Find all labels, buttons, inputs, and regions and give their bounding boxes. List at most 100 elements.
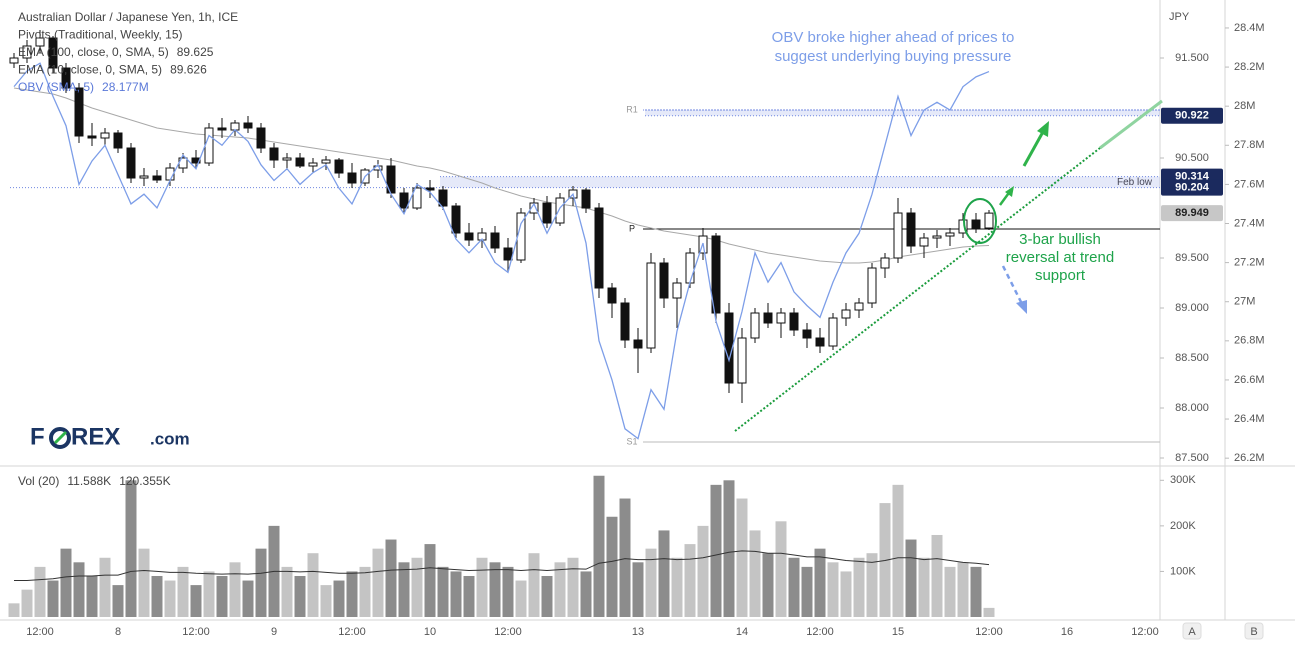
logo-text: F: [30, 423, 45, 450]
highlight-circle: [963, 198, 997, 244]
y-tick-label: 89.000: [1175, 302, 1209, 314]
volume-bar: [372, 548, 384, 617]
volume-bar: [346, 571, 358, 617]
candle-body: [243, 122, 253, 129]
volume-bar: [723, 480, 735, 617]
y-tick-label: 88.500: [1175, 352, 1209, 364]
price-tag: [1161, 205, 1223, 222]
volume-bar: [632, 562, 644, 617]
volume-bar: [21, 589, 33, 617]
volume-bar: [684, 544, 696, 617]
y-tick-label: 89.500: [1175, 252, 1209, 264]
volume-bar: [697, 525, 709, 617]
x-tick-label: 14: [736, 626, 748, 638]
volume-bar: [814, 548, 826, 617]
candle-body: [542, 202, 552, 224]
volume-bar: [463, 575, 475, 617]
axis-button-label[interactable]: A: [1188, 626, 1196, 638]
volume-bar: [138, 548, 150, 617]
volume-bar: [775, 521, 787, 617]
candle-body: [464, 232, 474, 241]
volume-bar: [762, 553, 774, 617]
candle-body: [620, 302, 630, 341]
volume-bar: [957, 562, 969, 617]
legend-item: Pivots (Traditional, Weekly, 15): [18, 28, 183, 42]
volume-bar: [437, 566, 449, 617]
arrow-head: [1016, 300, 1027, 314]
volume-bar: [476, 557, 488, 617]
volume-bar: [216, 575, 228, 617]
y2-tick-label: 28.2M: [1234, 61, 1265, 73]
candle-body: [139, 175, 149, 179]
volume-bar: [294, 575, 306, 617]
volume-bar: [333, 580, 345, 617]
candle-body: [425, 187, 435, 191]
axis-button[interactable]: [1182, 622, 1202, 640]
legend-value: 89.625: [177, 45, 214, 59]
candle-body: [711, 235, 721, 314]
logo-icon: [49, 427, 71, 449]
candle-body: [802, 329, 812, 339]
volume-bar: [151, 575, 163, 617]
x-tick-label: 12:00: [975, 626, 1003, 638]
annotation: 3-bar bullish: [1019, 231, 1101, 248]
candle-body: [776, 312, 786, 324]
volume-bar: [177, 566, 189, 617]
volume-bar: [866, 553, 878, 617]
x-tick-label: 16: [1061, 626, 1073, 638]
price-tag-label: 90.922: [1175, 110, 1209, 122]
volume-bar: [749, 530, 761, 617]
price-tag-label: 89.949: [1175, 207, 1209, 219]
arrow: [1001, 265, 1024, 305]
arrow-head: [1005, 186, 1014, 197]
candle-body: [295, 157, 305, 167]
volume-bar: [567, 557, 579, 617]
candle-body: [880, 257, 890, 269]
candle-body: [217, 127, 227, 131]
candle-body: [490, 232, 500, 249]
candle-body: [737, 337, 747, 384]
candle-body: [841, 309, 851, 319]
volume-bar: [125, 480, 137, 617]
candle-body: [321, 159, 331, 164]
volume-bar: [788, 557, 800, 617]
moving-average: [13, 87, 990, 264]
y2-tick-label: 27.2M: [1234, 257, 1265, 269]
axis-button[interactable]: [1244, 622, 1264, 640]
candle-body: [308, 162, 318, 167]
volume-bar: [242, 580, 254, 617]
x-tick-label: 12:00: [182, 626, 210, 638]
candle-body: [893, 212, 903, 259]
candle-body: [412, 187, 422, 209]
axis-button-label[interactable]: B: [1250, 626, 1257, 638]
candle-body: [100, 132, 110, 139]
candle-body: [61, 67, 71, 89]
volume-bar: [99, 557, 111, 617]
candle-body: [672, 282, 682, 299]
volume-bar: [983, 607, 995, 617]
volume-bar: [190, 585, 202, 617]
y2-tick-label: 26.4M: [1234, 413, 1265, 425]
candle-body: [646, 262, 656, 349]
volume-bar: [736, 498, 748, 617]
candle-body: [87, 135, 97, 139]
candle-body: [633, 339, 643, 349]
x-tick-label: 12:00: [338, 626, 366, 638]
candle-body: [48, 37, 58, 69]
y2-tick-label: 28M: [1234, 100, 1255, 112]
underlays: Feb low R1 P S1: [10, 104, 1160, 446]
candle-body: [204, 127, 214, 164]
y2-tick-label: 28.4M: [1234, 22, 1265, 34]
volume-bar: [502, 566, 514, 617]
volume-tick-label: 100K: [1170, 565, 1196, 577]
volume-legend-value: 120.355K: [119, 474, 170, 488]
volume-bar: [593, 475, 605, 617]
candle-body: [750, 312, 760, 339]
annotation: suggest underlying buying pressure: [775, 48, 1012, 65]
y-tick-label: 87.500: [1175, 452, 1209, 464]
volume-bar: [86, 575, 98, 617]
volume-bar: [606, 516, 618, 617]
x-tick-label: 13: [632, 626, 644, 638]
y2-tick-label: 27M: [1234, 296, 1255, 308]
candle-body: [282, 157, 292, 161]
